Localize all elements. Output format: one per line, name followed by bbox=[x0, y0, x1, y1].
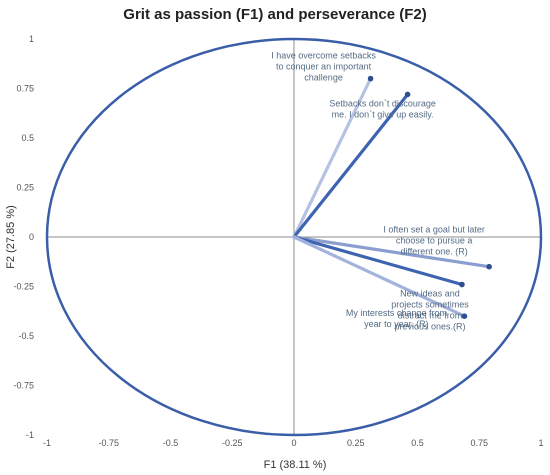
vector-label-line: year to year. (R) bbox=[364, 319, 429, 329]
x-tick-label: -1 bbox=[43, 438, 51, 448]
y-tick-label: -0.25 bbox=[13, 282, 34, 292]
vector-label-line: to conquer an important bbox=[276, 62, 372, 72]
vector-label-line: different one. (R) bbox=[400, 247, 467, 257]
y-tick-label: -0.75 bbox=[13, 381, 34, 391]
loading-vector bbox=[292, 235, 491, 269]
vector-label-line: Setbacks don`t discourage bbox=[329, 98, 436, 108]
vector-label-line: me. I don`t give up easily. bbox=[332, 109, 434, 119]
x-tick-label: -0.5 bbox=[163, 438, 179, 448]
y-tick-label: -1 bbox=[26, 430, 34, 440]
x-tick-label: 0.5 bbox=[411, 438, 424, 448]
vector-label: I have overcome setbacks to conquer an im… bbox=[271, 51, 376, 83]
loading-vector bbox=[292, 235, 467, 318]
y-tick-label: 0 bbox=[29, 232, 34, 242]
chart-title: Grit as passion (F1) and perseverance (F… bbox=[123, 6, 427, 23]
vector-label-line: choose to pursue a bbox=[396, 236, 473, 246]
vector-label-line: New ideas and bbox=[400, 289, 460, 299]
loading-vector bbox=[292, 235, 464, 287]
loading-vector bbox=[292, 76, 373, 239]
vector-label-line: I often set a goal but later bbox=[383, 225, 485, 235]
y-tick-label: 0.75 bbox=[16, 84, 34, 94]
vector-label-line: previous ones.(R) bbox=[394, 322, 465, 332]
y-tick-label: 0.25 bbox=[16, 183, 34, 193]
x-tick-label: 0.25 bbox=[347, 438, 365, 448]
x-tick-label: 1 bbox=[538, 438, 543, 448]
y-tick-label: 0.5 bbox=[21, 133, 34, 143]
unit-circle bbox=[45, 37, 543, 437]
x-tick-label: -0.75 bbox=[98, 438, 119, 448]
vector-label: Setbacks don`t discourage me. I don`t giv… bbox=[329, 98, 436, 119]
x-tick-label: 0 bbox=[291, 438, 296, 448]
vector-label-line: I have overcome setbacks bbox=[271, 51, 376, 61]
y-axis-title: F2 (27.85 %) bbox=[5, 205, 17, 269]
vector-label: My interests change from year to year. (R… bbox=[346, 308, 447, 329]
loading-point bbox=[367, 75, 374, 82]
loading-point bbox=[461, 313, 468, 320]
loading-point bbox=[404, 91, 411, 98]
vector-label: New ideas and projects sometimes distract … bbox=[391, 289, 469, 332]
vector-label-line: projects sometimes bbox=[391, 300, 469, 310]
x-axis-title: F1 (38.11 %) bbox=[264, 459, 327, 471]
y-tick-label: 1 bbox=[29, 34, 34, 44]
loading-point bbox=[486, 263, 492, 270]
vector-label-line: challenge bbox=[304, 73, 343, 83]
x-tick-label: -0.25 bbox=[222, 438, 243, 448]
loading-point bbox=[459, 281, 465, 288]
vector-label-line: My interests change from bbox=[346, 308, 447, 318]
y-tick-label: -0.5 bbox=[18, 331, 34, 341]
loading-vector bbox=[292, 92, 410, 239]
x-tick-label: 0.75 bbox=[470, 438, 488, 448]
vector-label-line: distract me from bbox=[398, 311, 463, 321]
vector-label: I often set a goal but later choose to pu… bbox=[383, 225, 485, 257]
